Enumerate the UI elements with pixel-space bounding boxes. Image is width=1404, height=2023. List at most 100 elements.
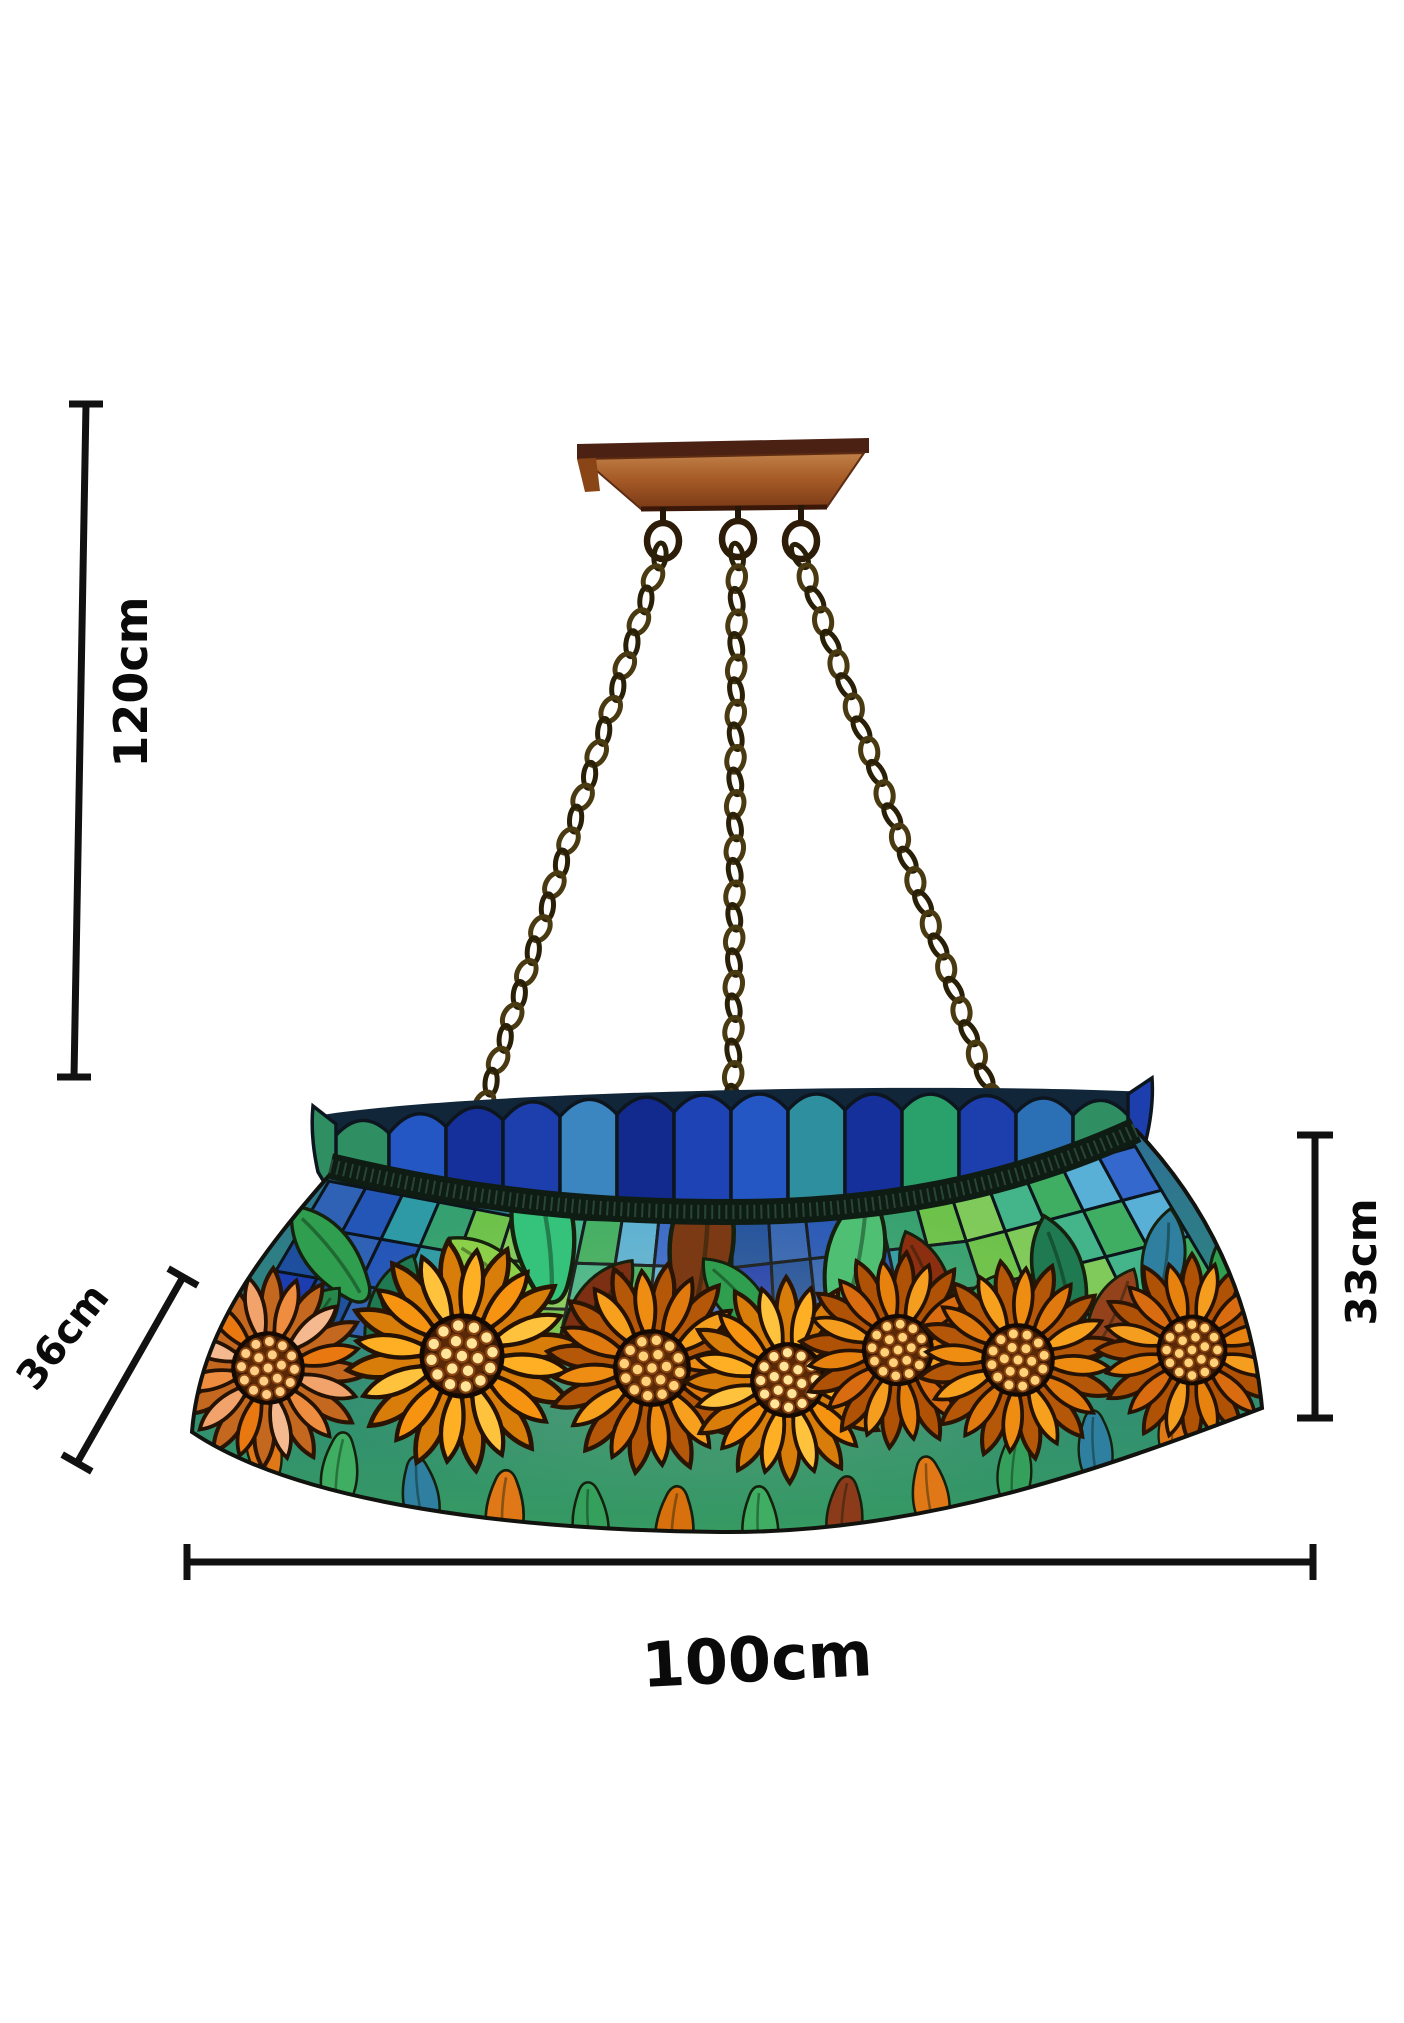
chain-link (723, 879, 746, 911)
sunflower-bead (1195, 1353, 1208, 1366)
sunflower-bead (1016, 1379, 1030, 1393)
sunflower-bead (1173, 1366, 1186, 1379)
canopy-bottom-edge (640, 504, 828, 512)
sunflower-bead (444, 1361, 460, 1376)
sunflower-bead (780, 1346, 794, 1360)
chain-link (722, 924, 746, 956)
sunflower-bead (630, 1362, 645, 1377)
sunflower-bead (252, 1351, 266, 1365)
chain-link (724, 743, 747, 775)
sunflower-bead (424, 1352, 439, 1368)
sunflower-bead (257, 1374, 271, 1388)
sunflower-bead (767, 1350, 781, 1364)
sunflower-bead (235, 1360, 248, 1373)
sunflower (192, 1250, 385, 1485)
sunflower-bead (426, 1336, 442, 1352)
sunflower-bead (876, 1365, 890, 1378)
sunflower-bead (1207, 1331, 1221, 1344)
sunflower-bead (900, 1354, 913, 1367)
sunflower-bead (794, 1349, 808, 1363)
chain-link (721, 1060, 745, 1091)
chain-link (725, 856, 744, 888)
sunflower-bead (878, 1346, 891, 1359)
chain-link (724, 1037, 743, 1069)
sunflower-bead (1025, 1354, 1039, 1368)
sunflower-bead (470, 1350, 486, 1366)
sunflower-bead (1189, 1331, 1202, 1344)
sunflower-bead (263, 1335, 276, 1348)
sunflower-bead (436, 1324, 451, 1339)
sunflower-bead (994, 1333, 1008, 1346)
sunflower-bead (619, 1371, 633, 1385)
sunflower-bead (754, 1374, 768, 1388)
sunflower-bead (785, 1387, 799, 1401)
sunflower-bead (273, 1385, 287, 1398)
sunflower-bead (485, 1344, 500, 1360)
sunflower-bead (1173, 1347, 1186, 1360)
sunflower-bead (1208, 1356, 1221, 1369)
hanging-chain (721, 540, 749, 1114)
sunflower-bead (464, 1336, 480, 1351)
hanging-chain (457, 540, 669, 1163)
sunflower-bead (438, 1346, 454, 1362)
sunflower-bead (795, 1396, 809, 1410)
chain-ring (643, 519, 683, 563)
sunflower-bead (239, 1347, 253, 1360)
sunflower-bead (283, 1376, 297, 1389)
chain-link (725, 608, 748, 640)
sunflower-bead (248, 1364, 261, 1378)
sunflower (797, 1249, 999, 1451)
sunflower-bead (238, 1373, 251, 1387)
sunflower-bead (1028, 1374, 1042, 1387)
sunflower-bead (894, 1317, 907, 1331)
sunflower (332, 1226, 591, 1485)
sunflower-bead (655, 1387, 669, 1401)
sunflower-bead (276, 1339, 289, 1353)
sunflower-bead (288, 1363, 301, 1376)
chain-link (726, 766, 745, 798)
sunflower-bead (482, 1360, 498, 1376)
sunflower-bead (768, 1397, 782, 1411)
sunflower-bead (991, 1370, 1004, 1384)
drop-height-dimension-line (70, 403, 90, 1078)
sunflower-bead (757, 1360, 771, 1374)
sunflower-bead (1036, 1362, 1050, 1376)
sunflower-bead (985, 1358, 999, 1372)
sunflower-bead (1003, 1364, 1017, 1378)
sunflower-bead (671, 1351, 685, 1365)
sunflower-bead (1020, 1328, 1034, 1342)
sunflower-bead (639, 1374, 653, 1389)
sunflower-bead (781, 1373, 795, 1387)
sunflower-bead (667, 1378, 681, 1393)
sunflower-bead (448, 1333, 464, 1349)
sunflower-bead (1163, 1356, 1177, 1369)
sunflower-bead (997, 1352, 1011, 1366)
sunflower-bead (1185, 1318, 1199, 1331)
sunflower-bead (1032, 1336, 1045, 1350)
sunflower-bead (767, 1370, 781, 1384)
sunflower-bead (887, 1356, 900, 1369)
sunflower-bead (880, 1320, 894, 1333)
sunflower-bead (1198, 1340, 1211, 1353)
chain-ring (781, 519, 821, 563)
sunflower-bead (1160, 1343, 1173, 1357)
sunflower-bead (791, 1363, 805, 1377)
sunflower-bead (889, 1369, 902, 1383)
beaded-trim (326, 1118, 1142, 1226)
sunflower-bead (249, 1338, 263, 1351)
sunflower-bead (902, 1367, 916, 1380)
sunflower-bead (454, 1348, 470, 1364)
sunflower-bead (260, 1388, 273, 1401)
sunflower-bead (1017, 1366, 1031, 1379)
sunflower-bead (1182, 1356, 1195, 1369)
sunflower-bead (1002, 1378, 1016, 1392)
sunflower-bead (635, 1335, 649, 1349)
sunflower-bead (1211, 1343, 1224, 1357)
sunflower-bead (1011, 1353, 1025, 1367)
sunflower-bead (1037, 1348, 1051, 1362)
sunflower-bead (430, 1367, 445, 1382)
sunflower-bead (636, 1349, 651, 1363)
chain-link (728, 540, 746, 572)
